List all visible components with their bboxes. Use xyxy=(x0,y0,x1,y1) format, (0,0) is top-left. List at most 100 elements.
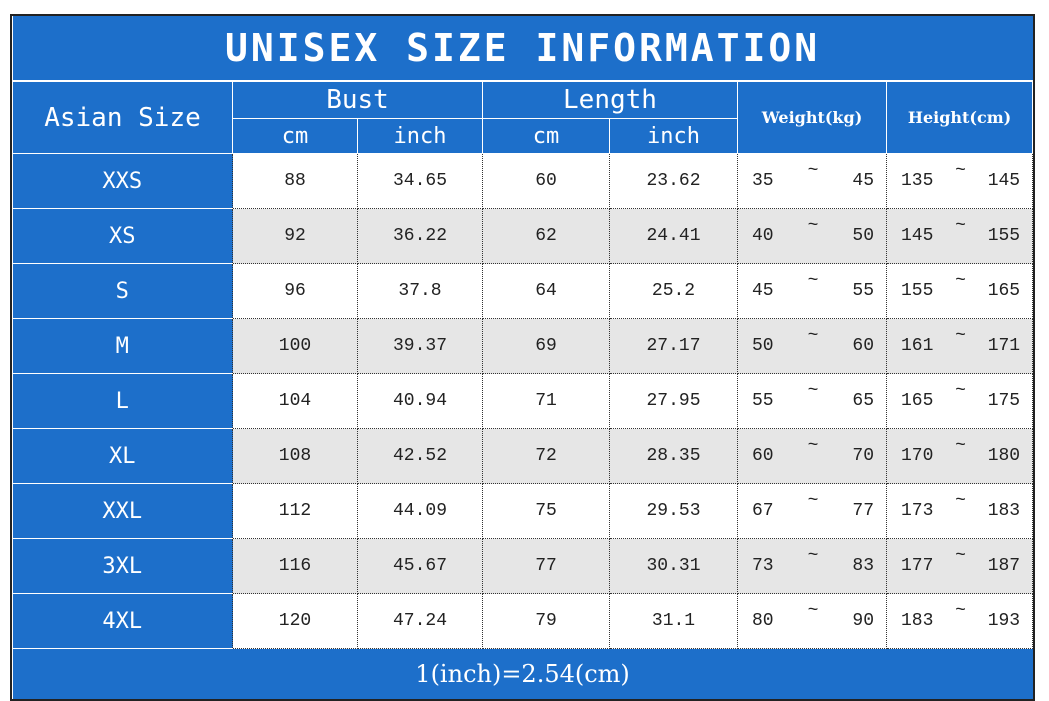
range-separator: ~ xyxy=(807,601,819,621)
range-max: 175 xyxy=(987,391,1021,411)
size-label: M xyxy=(12,318,233,374)
measure: 44.09 xyxy=(357,483,483,539)
range: 173 ~183 xyxy=(887,491,1032,521)
range-max: 183 xyxy=(987,501,1021,521)
size-table: UNISEX SIZE INFORMATION Asian Size Bust Len… xyxy=(9,14,1036,701)
title-row: UNISEX SIZE INFORMATION xyxy=(12,16,1033,82)
range: 80 ~90 xyxy=(738,601,886,631)
size-chart: UNISEX SIZE INFORMATION Asian Size Bust Len… xyxy=(9,14,1036,701)
measure: 40.94 xyxy=(357,373,483,429)
weight-header: Weight(kg) xyxy=(737,80,887,154)
measure: 100 xyxy=(232,318,358,374)
size-label: XL xyxy=(12,428,233,484)
range-min: 177 xyxy=(901,556,934,576)
measure: 71 xyxy=(482,373,610,429)
range-max: 50 xyxy=(852,226,874,246)
range-cell: 80 ~90 xyxy=(737,593,887,649)
range: 155 ~165 xyxy=(887,271,1032,301)
measure: 42.52 xyxy=(357,428,483,484)
size-row: S 96 37.8 64 25.2 45 ~55 155 ~165 xyxy=(12,263,1034,319)
measure: 88 xyxy=(232,153,358,209)
bust-header: Bust xyxy=(232,80,483,119)
range-min: 60 xyxy=(752,446,774,466)
measure: 64 xyxy=(482,263,610,319)
range-min: 73 xyxy=(752,556,774,576)
size-label: XXL xyxy=(12,483,233,539)
size-row: XL 108 42.52 72 28.35 60 ~70 170 ~180 xyxy=(12,428,1034,484)
measure: 47.24 xyxy=(357,593,483,649)
range-separator: ~ xyxy=(807,491,819,511)
measure: 39.37 xyxy=(357,318,483,374)
range: 165 ~175 xyxy=(887,381,1032,411)
range-max: 60 xyxy=(852,336,874,356)
unit-header: inch xyxy=(609,118,738,154)
range-max: 165 xyxy=(987,281,1021,301)
range-max: 155 xyxy=(987,226,1021,246)
range-max: 171 xyxy=(987,336,1021,356)
range-separator: ~ xyxy=(955,546,966,566)
size-label: L xyxy=(12,373,233,429)
measure: 96 xyxy=(232,263,358,319)
measure: 45.67 xyxy=(357,538,483,594)
range-cell: 67 ~77 xyxy=(737,483,887,539)
range-max: 145 xyxy=(987,171,1021,191)
range-min: 173 xyxy=(901,501,934,521)
size-row: L 104 40.94 71 27.95 55 ~65 165 ~175 xyxy=(12,373,1034,429)
measure: 112 xyxy=(232,483,358,539)
range: 177 ~187 xyxy=(887,546,1032,576)
measure: 116 xyxy=(232,538,358,594)
size-label: 3XL xyxy=(12,538,233,594)
range: 73 ~83 xyxy=(738,546,886,576)
range-separator: ~ xyxy=(955,216,966,236)
measure: 72 xyxy=(482,428,610,484)
range-separator: ~ xyxy=(955,326,966,346)
measure: 60 xyxy=(482,153,610,209)
range-min: 145 xyxy=(901,226,934,246)
range-separator: ~ xyxy=(807,546,819,566)
measure: 27.95 xyxy=(609,373,738,429)
unit-header: cm xyxy=(232,118,358,154)
length-header: Length xyxy=(482,80,738,119)
range-separator: ~ xyxy=(955,381,966,401)
range-cell: 55 ~65 xyxy=(737,373,887,429)
range-cell: 173 ~183 xyxy=(885,483,1034,539)
height-header: Height(cm) xyxy=(885,80,1034,154)
range-cell: 145 ~155 xyxy=(885,208,1034,264)
range: 170 ~180 xyxy=(887,436,1032,466)
range: 55 ~65 xyxy=(738,381,886,411)
range-separator: ~ xyxy=(807,436,819,456)
range-cell: 60 ~70 xyxy=(737,428,887,484)
range-cell: 73 ~83 xyxy=(737,538,887,594)
measure: 69 xyxy=(482,318,610,374)
range-max: 70 xyxy=(852,446,874,466)
range-cell: 177 ~187 xyxy=(885,538,1034,594)
measure: 25.2 xyxy=(609,263,738,319)
range-cell: 40 ~50 xyxy=(737,208,887,264)
range-separator: ~ xyxy=(807,326,819,346)
measure: 75 xyxy=(482,483,610,539)
range-separator: ~ xyxy=(955,601,966,621)
size-row: XS 92 36.22 62 24.41 40 ~50 145 ~155 xyxy=(12,208,1034,264)
range: 40 ~50 xyxy=(738,216,886,246)
range-min: 80 xyxy=(752,611,774,631)
range: 135 ~145 xyxy=(887,161,1032,191)
range: 45 ~55 xyxy=(738,271,886,301)
size-header: Asian Size xyxy=(12,80,233,154)
measure: 28.35 xyxy=(609,428,738,484)
range: 183 ~193 xyxy=(887,601,1032,631)
measure: 29.53 xyxy=(609,483,738,539)
range-separator: ~ xyxy=(807,381,819,401)
measure: 31.1 xyxy=(609,593,738,649)
range: 67 ~77 xyxy=(738,491,886,521)
range: 60 ~70 xyxy=(738,436,886,466)
measure: 27.17 xyxy=(609,318,738,374)
range-min: 165 xyxy=(901,391,934,411)
measure: 120 xyxy=(232,593,358,649)
range-cell: 135 ~145 xyxy=(885,153,1034,209)
range-cell: 161 ~171 xyxy=(885,318,1034,374)
range: 161 ~171 xyxy=(887,326,1032,356)
range-cell: 170 ~180 xyxy=(885,428,1034,484)
measure: 34.65 xyxy=(357,153,483,209)
range-separator: ~ xyxy=(955,161,966,181)
